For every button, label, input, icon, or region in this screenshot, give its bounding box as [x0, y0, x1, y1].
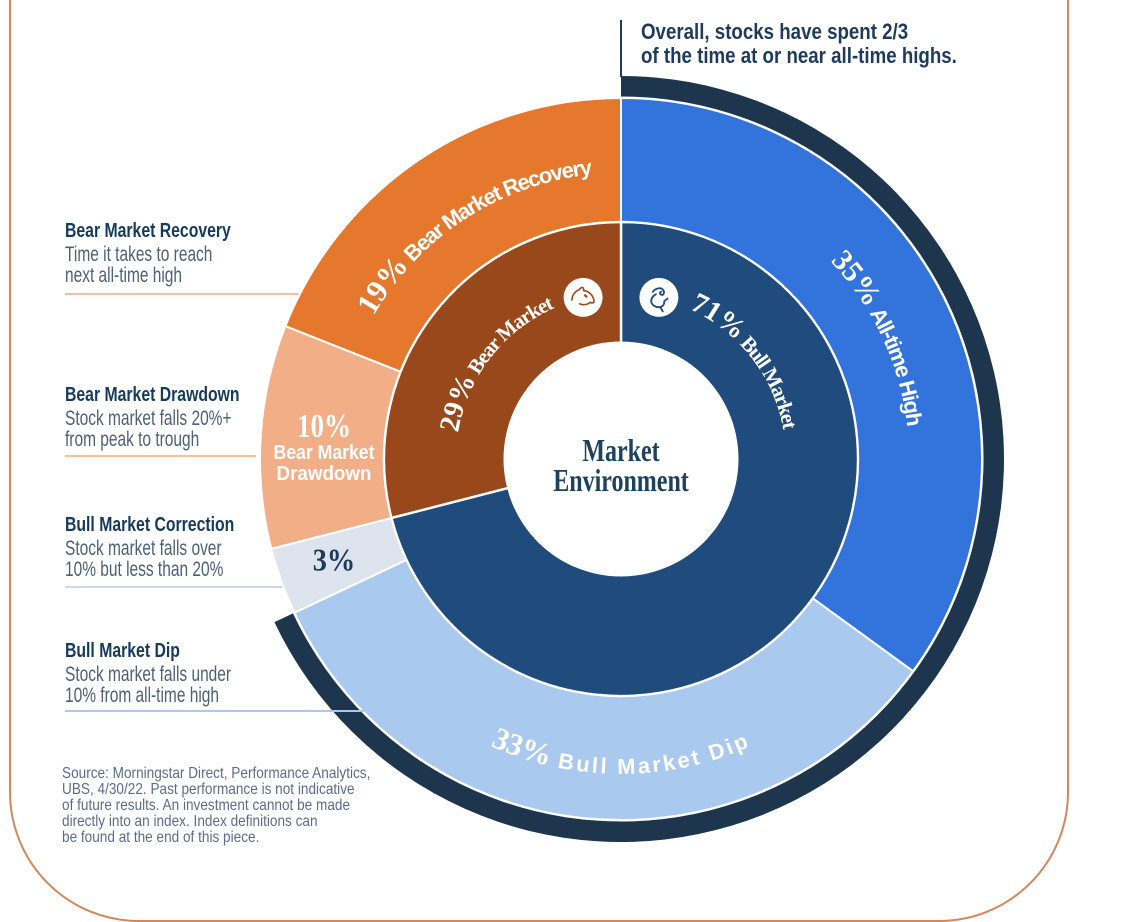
svg-text:Bear Market: Bear Market: [274, 442, 375, 464]
svg-text:10%: 10%: [297, 408, 351, 445]
svg-text:3%: 3%: [313, 542, 356, 578]
svg-text:Drawdown: Drawdown: [277, 463, 372, 485]
